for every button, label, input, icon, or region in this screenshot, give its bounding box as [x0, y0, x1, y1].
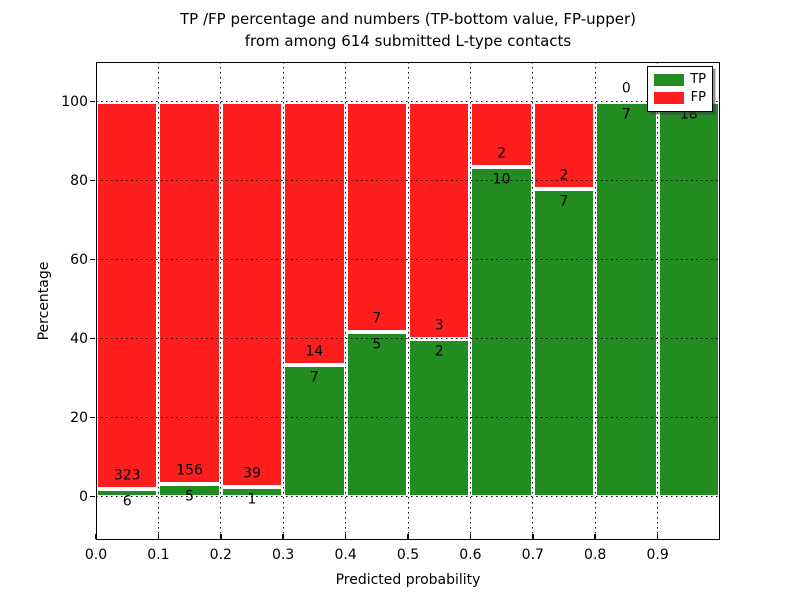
y-tick-label: 80	[70, 172, 88, 189]
x-tick-mark	[344, 533, 347, 539]
bar-tp-segment	[470, 167, 533, 497]
tp-count-label: 5	[372, 336, 382, 353]
y-tick-mark	[90, 258, 95, 261]
fp-count-label: 14	[305, 343, 324, 360]
vertical-gridline	[469, 62, 471, 540]
horizontal-gridline	[96, 259, 720, 261]
tp-count-label: 7	[309, 369, 319, 386]
horizontal-gridline	[96, 180, 720, 181]
fp-color-swatch	[654, 92, 684, 104]
fp-count-label: 323	[113, 467, 141, 484]
tp-count-label: 10	[492, 171, 511, 188]
legend-label-fp: FP	[690, 90, 706, 105]
legend-entry-fp: FP	[654, 91, 706, 105]
x-axis-label: Predicted probability	[335, 572, 481, 588]
x-tick-label: 0.2	[209, 547, 232, 563]
tp-count-label: 7	[621, 106, 631, 122]
fp-count-label: 0	[621, 80, 631, 96]
legend: TP FP	[647, 66, 713, 112]
x-tick-mark	[656, 533, 659, 539]
fp-count-label: 7	[372, 310, 382, 327]
x-tick-label: 0.4	[334, 547, 357, 563]
vertical-gridline	[407, 62, 409, 540]
y-tick-label: 60	[70, 251, 88, 268]
x-tick-mark	[282, 533, 284, 539]
y-tick-label: 20	[70, 409, 88, 426]
bar-fp-segment	[532, 101, 596, 190]
bar-fp-segment	[96, 101, 159, 490]
chart-title: TP /FP percentage and numbers (TP-bottom…	[180, 10, 636, 28]
vertical-gridline	[282, 62, 284, 540]
tp-count-label: 5	[185, 488, 195, 505]
vertical-gridline	[220, 62, 222, 540]
fp-count-label: 2	[559, 167, 569, 184]
fp-count-label: 2	[497, 145, 507, 162]
horizontal-gridline	[96, 338, 720, 340]
bar-tp-segment	[345, 331, 408, 497]
bar-fp-segment	[158, 101, 221, 485]
bar-fp-segment	[220, 101, 284, 487]
x-tick-label: 0.7	[521, 547, 544, 563]
bar-fp-segment	[283, 101, 346, 365]
x-tick-label: 0.5	[396, 547, 420, 563]
chart-subtitle: from among 614 submitted L-type contacts	[244, 32, 572, 50]
bar-fp-segment	[408, 101, 471, 339]
y-tick-mark	[90, 416, 95, 419]
horizontal-gridline	[96, 101, 720, 102]
x-tick-mark	[469, 533, 472, 539]
vertical-gridline	[157, 62, 159, 540]
x-tick-label: 0.3	[272, 547, 295, 563]
tp-count-label: 2	[434, 343, 444, 360]
x-tick-mark	[95, 533, 97, 539]
y-tick-mark	[90, 179, 95, 182]
fp-count-label: 3	[434, 317, 444, 334]
y-tick-mark	[90, 495, 95, 498]
horizontal-gridline	[96, 496, 720, 498]
x-tick-mark	[594, 533, 596, 539]
bar-tp-segment	[657, 101, 720, 497]
bar-tp-segment	[158, 484, 221, 497]
x-tick-mark	[157, 533, 160, 539]
fp-count-label: 156	[176, 462, 203, 479]
vertical-gridline	[657, 62, 659, 540]
legend-label-tp: TP	[690, 72, 706, 87]
y-tick-mark	[90, 337, 95, 340]
x-tick-mark	[220, 533, 222, 539]
x-tick-label: 0.6	[459, 547, 482, 563]
vertical-gridline	[594, 62, 596, 540]
bar-fp-segment	[345, 101, 408, 332]
x-tick-label: 0.1	[147, 547, 170, 563]
tp-count-label: 6	[122, 493, 132, 510]
x-tick-label: 0.0	[84, 547, 108, 563]
vertical-gridline	[345, 62, 347, 540]
bar-tp-segment	[595, 101, 658, 497]
y-tick-label: 100	[61, 93, 88, 110]
legend-entry-tp: TP	[654, 73, 706, 87]
x-tick-label: 0.8	[584, 547, 607, 563]
tp-color-swatch	[654, 74, 684, 86]
x-tick-mark	[532, 533, 534, 539]
bar-tp-segment	[96, 489, 159, 497]
tp-count-label: 1	[247, 491, 257, 508]
x-tick-label: 0.9	[646, 547, 669, 563]
x-tick-mark	[407, 533, 409, 539]
y-tick-mark	[90, 100, 95, 103]
tp-count-label: 7	[559, 193, 569, 210]
horizontal-gridline	[96, 417, 720, 419]
bar-tp-segment	[532, 189, 596, 497]
y-tick-label: 0	[79, 488, 88, 505]
fp-count-label: 39	[243, 465, 261, 482]
bar-tp-segment	[220, 486, 284, 497]
bar-tp-segment	[283, 364, 346, 497]
bar-fp-segment	[470, 101, 533, 168]
y-tick-label: 40	[70, 330, 88, 347]
vertical-gridline	[532, 62, 534, 540]
